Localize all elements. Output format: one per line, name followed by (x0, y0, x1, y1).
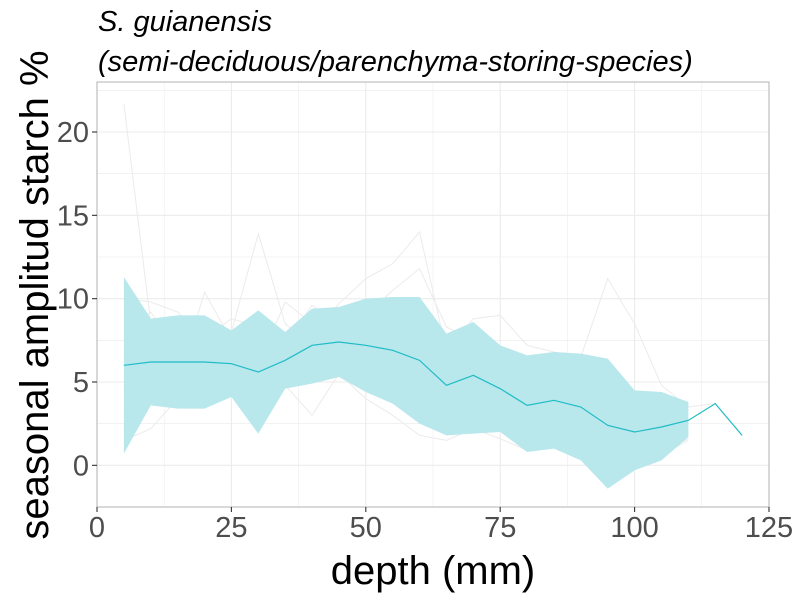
y-tick-labels: 0 5 10 15 20 (57, 117, 89, 482)
y-axis-title: seasonal amplitud starch % (13, 50, 57, 539)
chart-title-line-2: (semi-deciduous/parenchyma-storing-speci… (98, 46, 693, 78)
x-axis-title: depth (mm) (331, 549, 536, 593)
y-tick-label: 15 (57, 200, 89, 232)
x-tick-label: 50 (350, 512, 382, 544)
y-tick-label: 10 (57, 284, 89, 316)
panel-border (96, 81, 770, 508)
x-tick-label: 125 (745, 512, 793, 544)
y-tick-label: 20 (57, 117, 89, 149)
x-tick-label: 25 (215, 512, 247, 544)
mean-line (123, 341, 743, 436)
y-tick-label: 0 (73, 450, 89, 482)
confidence-ribbon (123, 277, 689, 489)
axis-ticks (92, 131, 770, 512)
x-tick-label: 100 (610, 512, 658, 544)
x-tick-label: 75 (484, 512, 516, 544)
y-tick-label: 5 (73, 367, 89, 399)
x-tick-label: 0 (89, 512, 105, 544)
chart-title-line-1: S. guianensis (98, 6, 272, 38)
x-tick-labels: 0 25 50 75 100 125 (89, 512, 793, 544)
